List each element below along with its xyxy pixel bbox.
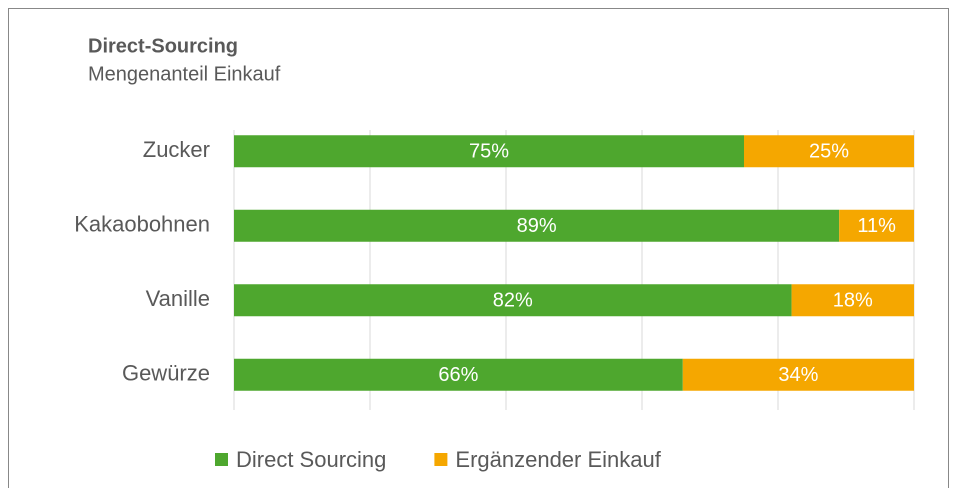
data-label: 75% [469, 141, 509, 163]
legend-label: Ergänzender Einkauf [455, 447, 661, 472]
chart-title: Direct-Sourcing [88, 35, 238, 57]
bar-segment [744, 135, 914, 168]
data-label: 66% [438, 364, 478, 386]
bar-segment [234, 284, 792, 317]
legend-swatch [434, 453, 448, 466]
y-tick-label: Kakaobohnen [74, 212, 210, 237]
data-label: 18% [833, 290, 873, 312]
data-label: 89% [517, 215, 557, 237]
y-tick-label: Zucker [143, 137, 210, 162]
legend-label: Direct Sourcing [236, 447, 386, 472]
bar-segment [234, 358, 683, 391]
bar-segment [234, 135, 744, 168]
bar-segment [839, 209, 914, 242]
data-label: 11% [857, 215, 896, 237]
y-tick-label: Gewürze [122, 361, 210, 386]
bar-segment [234, 209, 840, 242]
bar-segment [682, 358, 914, 391]
data-label: 34% [778, 364, 818, 386]
data-label: 82% [493, 290, 533, 312]
bar-segment [791, 284, 914, 317]
legend-swatch [215, 453, 228, 466]
chart-subtitle: Mengenanteil Einkauf [88, 63, 281, 85]
y-tick-label: Vanille [146, 286, 210, 311]
chart-border [8, 8, 949, 488]
data-label: 25% [809, 141, 849, 163]
